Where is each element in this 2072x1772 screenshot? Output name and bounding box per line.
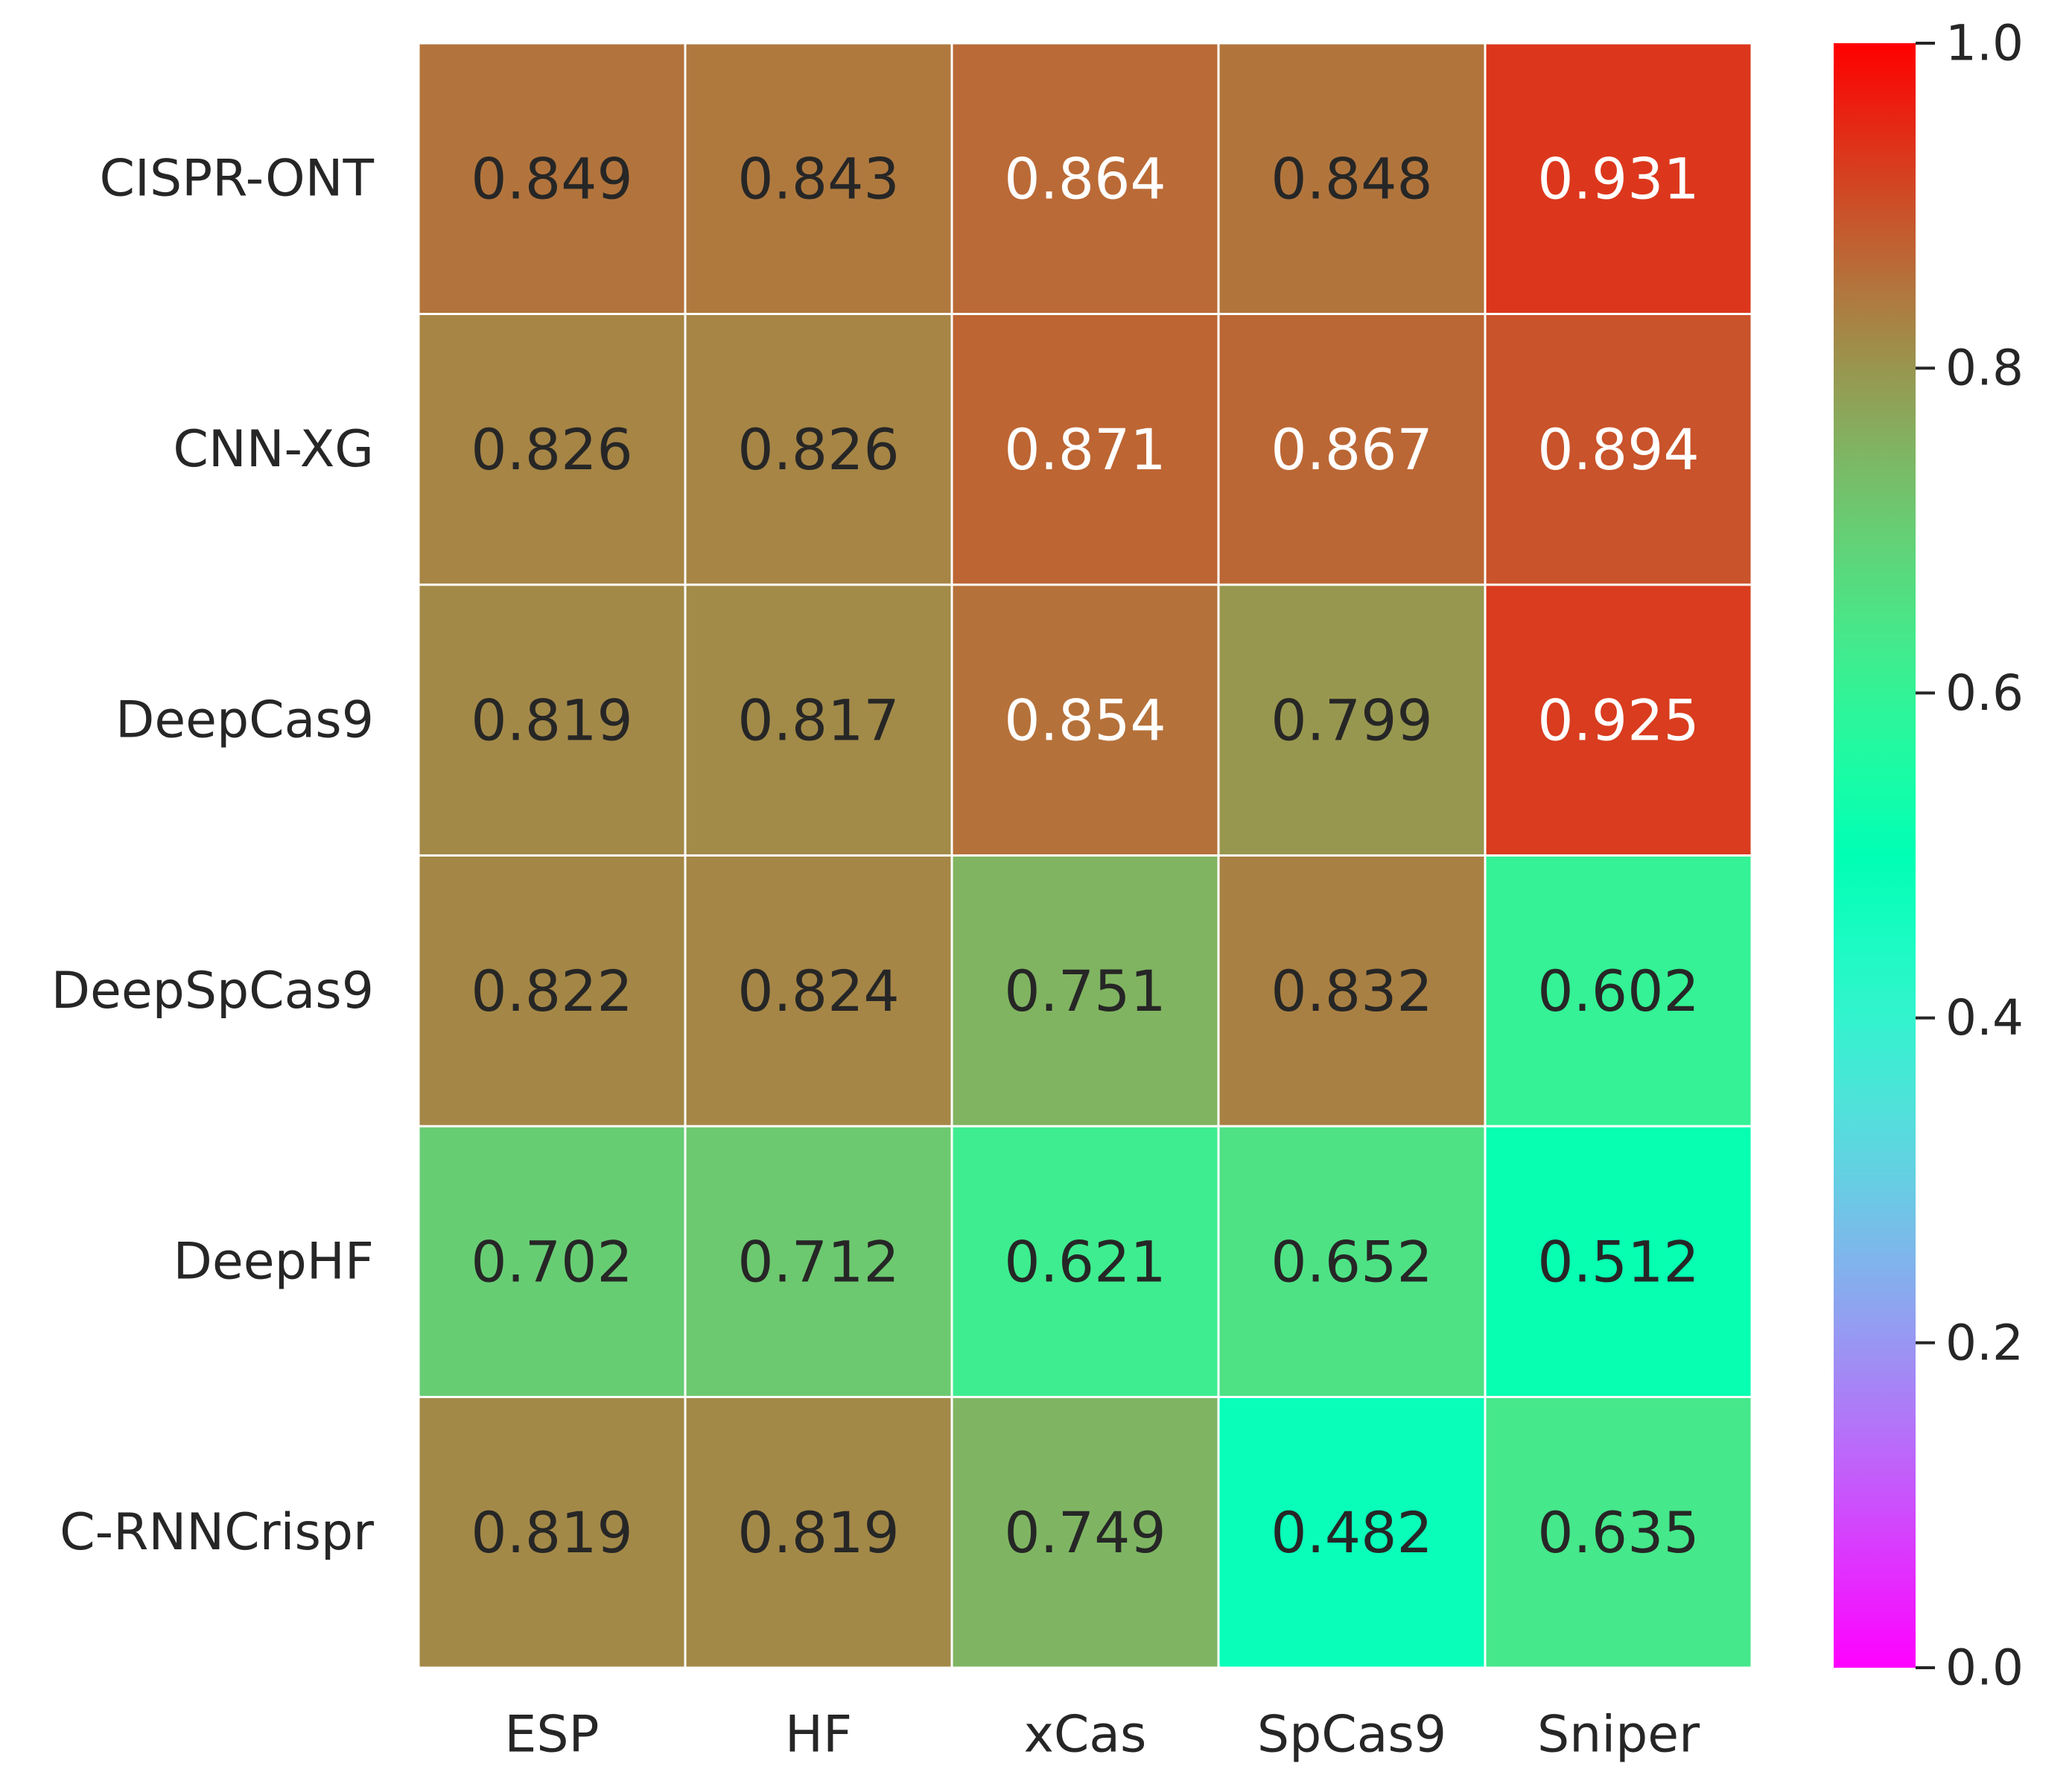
heatmap-cell-deephf-esp: [417, 1125, 687, 1398]
heatmap-cell-deepcas9-hf: [684, 583, 953, 857]
heatmap-cell-deepspcas9-esp: [417, 854, 687, 1128]
column-label-spcas9: SpCas9: [1257, 1706, 1446, 1765]
cell-value-label: 0.817: [737, 687, 900, 753]
heatmap-cell-deephf-sniper: [1484, 1125, 1753, 1398]
heatmap-cell-cispr-ont-hf: [684, 42, 953, 315]
cell-value-label: 0.652: [1271, 1228, 1433, 1295]
heatmap-cell-cispr-ont-spcas9: [1217, 42, 1487, 315]
column-label-sniper: Sniper: [1537, 1706, 1700, 1765]
heatmap-cell-deepspcas9-xcas: [950, 854, 1220, 1128]
cell-value-label: 0.822: [471, 958, 633, 1024]
cell-value-label: 0.819: [471, 687, 633, 753]
cell-value-label: 0.819: [737, 1499, 900, 1566]
colorbar-tick-label: 0.0: [1945, 1639, 2024, 1697]
row-axis-labels: CISPR-ONT CNN-XG DeepCas9 DeepSpCas9 DeepHF C…: [51, 149, 375, 1562]
cell-value-label: 0.824: [737, 958, 900, 1024]
cell-value-label: 0.482: [1271, 1499, 1433, 1566]
row-label-deepcas9: DeepCas9: [115, 690, 374, 749]
heatmap-cell-c-rnncrispr-xcas: [950, 1396, 1220, 1669]
heatmap-cell-cispr-ont-xcas: [950, 42, 1220, 315]
cell-value-label: 0.702: [471, 1228, 633, 1295]
colorbar-tick-label: 0.2: [1945, 1314, 2024, 1371]
cell-value-label: 0.849: [471, 145, 633, 212]
cell-value-label: 0.712: [737, 1228, 900, 1295]
colorbar: [1834, 43, 1916, 1668]
column-axis-labels: ESP HF xCas SpCas9 Sniper: [504, 1706, 1700, 1765]
cell-value-label: 0.832: [1271, 958, 1433, 1024]
row-label-cispr-ont: CISPR-ONT: [99, 149, 374, 208]
heatmap-cells: [417, 42, 1753, 1669]
heatmap-cell-deepspcas9-spcas9: [1217, 854, 1487, 1128]
cell-value-label: 0.854: [1004, 687, 1166, 753]
cell-value-label: 0.751: [1004, 958, 1166, 1024]
row-label-deephf: DeepHF: [174, 1232, 374, 1291]
cell-value-label: 0.512: [1537, 1228, 1700, 1295]
heatmap-cell-c-rnncrispr-sniper: [1484, 1396, 1753, 1669]
heatmap-cell-deepcas9-sniper: [1484, 583, 1753, 857]
heatmap-cell-deephf-hf: [684, 1125, 953, 1398]
heatmap-cell-deepspcas9-hf: [684, 854, 953, 1128]
heatmap-cell-cispr-ont-esp: [417, 42, 687, 315]
heatmap-cell-cnn-xg-xcas: [950, 313, 1220, 586]
colorbar-tick-label: 0.8: [1945, 340, 2024, 397]
cell-value-label: 0.826: [471, 416, 633, 483]
heatmap-cell-cnn-xg-esp: [417, 313, 687, 586]
heatmap-cell-deephf-xcas: [950, 1125, 1220, 1398]
cell-value-label: 0.621: [1004, 1228, 1166, 1295]
column-label-esp: ESP: [504, 1706, 599, 1765]
heatmap-cell-c-rnncrispr-spcas9: [1217, 1396, 1487, 1669]
heatmap-cell-deepspcas9-sniper: [1484, 854, 1753, 1128]
colorbar-tick-label: 1.0: [1945, 15, 2024, 72]
heatmap-cell-c-rnncrispr-hf: [684, 1396, 953, 1669]
cell-value-label: 0.635: [1537, 1499, 1700, 1566]
row-label-c-rnncrispr: C-RNNCrispr: [60, 1503, 374, 1562]
column-label-hf: HF: [785, 1706, 852, 1765]
cell-value-label: 0.843: [737, 145, 900, 212]
heatmap-cell-labels: 0.849 0.843 0.864 0.848 0.931 0.826 0.826 0.871…: [471, 145, 1700, 1566]
cell-value-label: 0.931: [1537, 145, 1700, 212]
cell-value-label: 0.848: [1271, 145, 1433, 212]
heatmap-cell-cnn-xg-sniper: [1484, 313, 1753, 586]
cell-value-label: 0.867: [1271, 416, 1433, 483]
cell-value-label: 0.864: [1004, 145, 1166, 212]
colorbar-tick-label: 0.6: [1945, 664, 2024, 722]
cell-value-label: 0.826: [737, 416, 900, 483]
colorbar-ticks: 0.0 0.2 0.4 0.6 0.8 1.0: [1916, 15, 2024, 1697]
cell-value-label: 0.894: [1537, 416, 1700, 483]
heatmap-cell-deepcas9-spcas9: [1217, 583, 1487, 857]
cell-value-label: 0.799: [1271, 687, 1433, 753]
colorbar-tick-label: 0.4: [1945, 989, 2024, 1047]
heatmap-cell-cispr-ont-sniper: [1484, 42, 1753, 315]
column-label-xcas: xCas: [1024, 1706, 1147, 1765]
row-label-deepspcas9: DeepSpCas9: [51, 962, 374, 1020]
cell-value-label: 0.749: [1004, 1499, 1166, 1566]
row-label-cnn-xg: CNN-XG: [173, 420, 374, 479]
cell-value-label: 0.871: [1004, 416, 1166, 483]
heatmap-cell-deepcas9-xcas: [950, 583, 1220, 857]
cell-value-label: 0.925: [1537, 687, 1700, 753]
cell-value-label: 0.819: [471, 1499, 633, 1566]
cell-value-label: 0.602: [1537, 958, 1700, 1024]
